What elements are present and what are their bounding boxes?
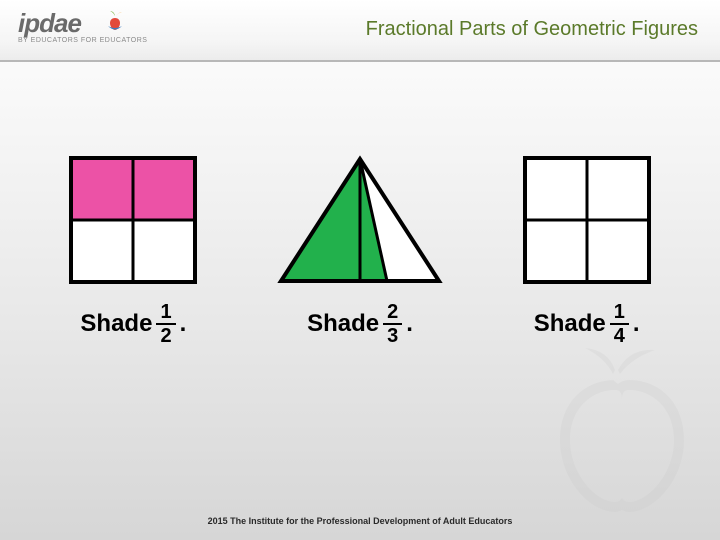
period: . [406,310,413,338]
shade-label: Shade [80,310,152,338]
denominator: 3 [387,325,398,346]
numerator: 2 [383,302,402,325]
logo-icon [100,6,130,36]
logo-subtitle: BY EDUCATORS FOR EDUCATORS [18,37,147,44]
header-band: ipdae BY EDUCATORS FOR EDUCATORS Fractio… [0,0,720,62]
period: . [633,310,640,338]
panel-half: Shade 1 2 . [33,150,233,346]
shade-label: Shade [534,310,606,338]
panel-quarter: Shade 1 4 . [487,150,687,346]
period: . [180,310,187,338]
figure-square-half [68,150,198,290]
fraction-quarter: 1 4 [610,302,629,346]
background-apple-watermark [530,330,700,520]
denominator: 2 [160,325,171,346]
fraction-two-thirds: 2 3 [383,302,402,346]
content-row: Shade 1 2 . Shade [0,150,720,346]
numerator: 1 [610,302,629,325]
figure-square-quarter [522,150,652,290]
caption-quarter: Shade 1 4 . [534,302,640,346]
fraction-half: 1 2 [156,302,175,346]
numerator: 1 [156,302,175,325]
shade-label: Shade [307,310,379,338]
footer-text: 2015 The Institute for the Professional … [0,516,720,526]
denominator: 4 [614,325,625,346]
logo: ipdae BY EDUCATORS FOR EDUCATORS [18,8,147,44]
slide-title: Fractional Parts of Geometric Figures [366,18,698,41]
caption-two-thirds: Shade 2 3 . [307,302,413,346]
figure-triangle-two-thirds [275,150,445,290]
panel-two-thirds: Shade 2 3 . [260,150,460,346]
caption-half: Shade 1 2 . [80,302,186,346]
